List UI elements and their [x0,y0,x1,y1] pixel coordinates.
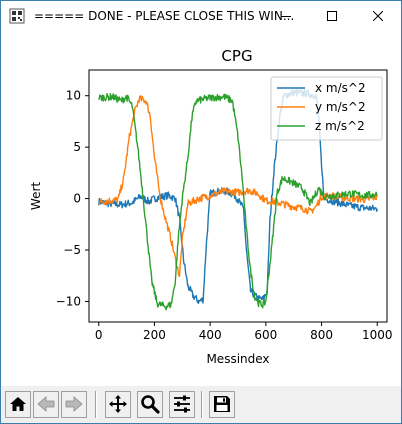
toolbar-separator [201,391,203,418]
x-axis: 0 200 400 600 800 1000 [95,322,393,342]
x-tick-label: 200 [143,328,166,342]
pan-button[interactable] [105,391,131,418]
plot-area [88,69,388,323]
series-line-1 [98,89,378,305]
minimize-button[interactable] [263,1,309,31]
y-tick-label: −5 [63,243,81,257]
x-axis-label: Messindex [206,352,269,366]
series-line-3 [98,92,378,311]
title-bar[interactable]: ===== DONE - PLEASE CLOSE THIS WIN... [1,1,401,31]
legend: x m/s^2 y m/s^2 z m/s^2 [270,76,383,141]
window-title: ===== DONE - PLEASE CLOSE THIS WIN... [34,9,295,23]
navigation-toolbar [1,386,401,423]
toolbar-separator [95,391,97,418]
home-button[interactable] [5,391,31,418]
maximize-button[interactable] [309,1,355,31]
y-tick-label: 0 [73,192,81,206]
axes-frame [88,69,388,323]
legend-label: y m/s^2 [315,100,366,114]
app-icon [9,8,25,24]
subplots-button[interactable] [169,391,195,418]
forward-button[interactable] [61,391,87,418]
magnifier-icon [141,395,160,414]
back-button[interactable] [33,391,59,418]
move-icon [109,395,127,413]
x-tick-label: 800 [310,328,333,342]
series-layer [98,89,378,311]
figure-canvas[interactable]: CPG 0 200 400 600 800 1000 −10 −5 0 5 10 Messinde… [1,31,401,386]
close-button[interactable] [355,1,401,31]
y-axis-label: Wert [29,182,43,210]
y-tick-label: 10 [66,89,81,103]
chart-title: CPG [221,47,252,65]
x-tick-label: 600 [254,328,277,342]
sliders-icon [174,395,190,413]
close-icon [373,11,383,21]
y-tick-label: 5 [73,140,81,154]
arrow-left-icon [37,396,55,412]
y-axis: −10 −5 0 5 10 [56,89,89,308]
y-tick-label: −10 [56,294,81,308]
home-icon [10,397,26,411]
zoom-button[interactable] [137,391,163,418]
x-tick-label: 0 [95,328,103,342]
save-button[interactable] [209,391,235,418]
legend-label: x m/s^2 [315,81,366,95]
minimize-icon [281,16,291,17]
maximize-icon [327,11,337,21]
legend-box [270,76,383,141]
floppy-disk-icon [214,396,230,412]
line-chart: CPG 0 200 400 600 800 1000 −10 −5 0 5 10 Messinde… [29,47,393,366]
arrow-right-icon [65,396,83,412]
x-tick-label: 400 [199,328,222,342]
legend-label: z m/s^2 [315,119,365,133]
x-tick-label: 1000 [362,328,393,342]
